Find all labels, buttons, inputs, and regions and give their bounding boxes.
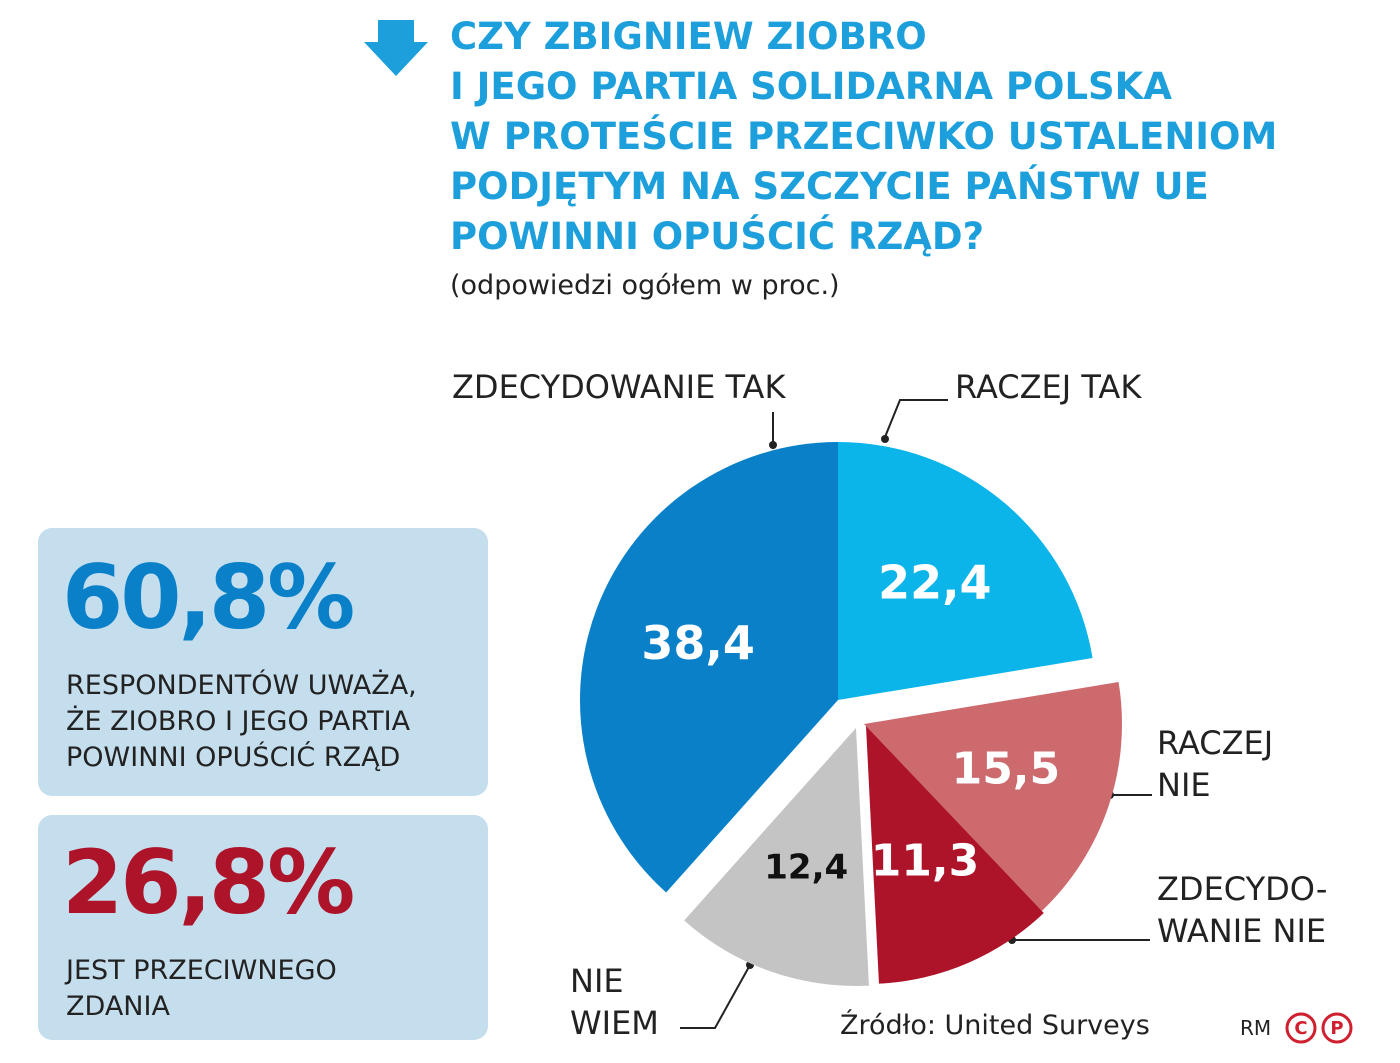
logo-letter: P: [1330, 1018, 1343, 1039]
arrow-icon: [364, 20, 428, 76]
value-label: 22,4: [878, 555, 992, 609]
pie-slice: [838, 442, 1093, 700]
source: Źródło: United Surveys: [840, 1010, 1150, 1041]
summary-box: 26,8% JEST PRZECIWNEGO ZDANIA: [38, 815, 488, 1040]
pie-slice: [684, 728, 869, 987]
logo: [1285, 1012, 1353, 1044]
summary-value: 26,8%: [62, 831, 355, 934]
value-label: 12,4: [764, 848, 848, 888]
summary-text: JEST PRZECIWNEGO ZDANIA: [66, 955, 337, 1022]
category-label: RACZEJ TAK: [955, 368, 1142, 406]
summary-value: 60,8%: [62, 546, 355, 649]
value-label: 38,4: [641, 616, 755, 670]
summary-text: RESPONDENTÓW UWAŻA, ŻE ZIOBRO I JEGO PAR…: [66, 670, 417, 773]
category-label: RACZEJ NIE: [1157, 724, 1274, 804]
pie-slice: [579, 442, 838, 893]
leader-lines: [680, 399, 1152, 1029]
credit: RM: [1240, 1016, 1272, 1040]
chart-subtitle: (odpowiedzi ogółem w proc.): [450, 270, 840, 301]
category-label: ZDECYDO- WANIE NIE: [1157, 870, 1328, 950]
category-label: ZDECYDOWANIE TAK: [452, 368, 786, 406]
value-label: 15,5: [952, 744, 1061, 795]
pie-slice: [864, 682, 1122, 911]
pie-slice: [866, 726, 1044, 984]
chart-title: CZY ZBIGNIEW ZIOBRO I JEGO PARTIA SOLIDA…: [450, 15, 1278, 258]
logo-letter: C: [1294, 1018, 1307, 1039]
category-label: NIE WIEM: [570, 962, 659, 1042]
summary-box: 60,8% RESPONDENTÓW UWAŻA, ŻE ZIOBRO I JE…: [38, 528, 488, 796]
value-label: 11,3: [871, 836, 980, 887]
